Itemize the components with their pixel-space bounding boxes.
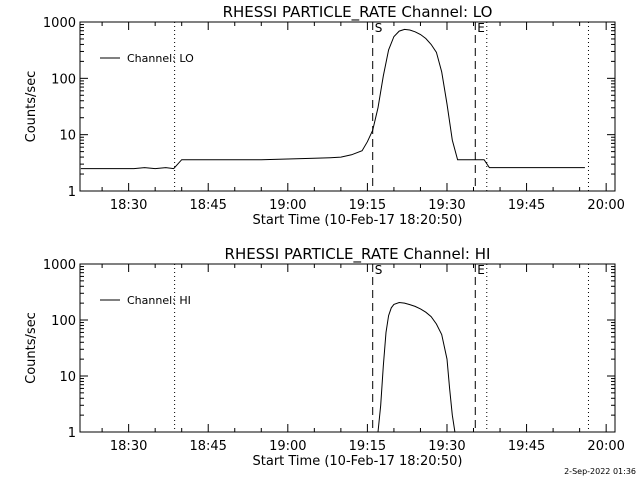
x-tick-label: 19:00 [269,439,306,454]
x-tick-label: 18:45 [189,198,226,213]
x-tick-label: 19:15 [349,198,386,213]
y-axis-label: Counts/sec [24,71,39,143]
y-tick-label: 1000 [43,258,76,273]
x-tick-label: 19:30 [428,198,465,213]
series-line [377,301,456,433]
x-tick-label: 19:15 [349,439,386,454]
x-axis-label: Start Time (10-Feb-17 18:20:50) [253,454,463,469]
marker-label: E [477,21,485,35]
x-tick-label: 19:00 [269,198,306,213]
marker-label: E [477,263,485,277]
y-tick-label: 10 [59,370,76,385]
chart-title: RHESSI PARTICLE_RATE Channel: HI [225,245,491,264]
chart-2: RHESSI PARTICLE_RATE Channel: HI 18:30 18:… [24,245,625,469]
x-tick-label: 20:00 [587,198,624,213]
chart-title: RHESSI PARTICLE_RATE Channel: LO [223,3,493,22]
y-tick-label: 1 [68,426,76,441]
y-tick-label: 100 [51,314,76,329]
marker-label: S [375,21,383,35]
chart-1: RHESSI PARTICLE_RATE Channel: LO 18:30 18:… [24,3,625,228]
legend-label: Channel: LO [127,52,194,65]
legend-label: Channel: HI [127,294,191,307]
marker-label: S [375,263,383,277]
x-tick-label: 19:45 [508,198,545,213]
x-axis-label: Start Time (10-Feb-17 18:20:50) [253,213,463,228]
y-tick-label: 1 [68,185,76,200]
y-tick-label: 100 [51,72,76,87]
y-tick-label: 10 [59,129,76,144]
y-axis-label: Counts/sec [24,312,39,384]
x-tick-label: 18:30 [110,198,147,213]
plot-frame [79,21,616,192]
x-tick-label: 19:30 [428,439,465,454]
plot-frame [79,263,616,433]
x-tick-label: 18:30 [110,439,147,454]
x-tick-label: 18:45 [189,439,226,454]
x-tick-label: 20:00 [587,439,624,454]
x-tick-label: 19:45 [508,439,545,454]
footer-timestamp: 2-Sep-2022 01:36 [564,467,636,476]
y-tick-label: 1000 [43,16,76,31]
series-line [80,28,585,170]
